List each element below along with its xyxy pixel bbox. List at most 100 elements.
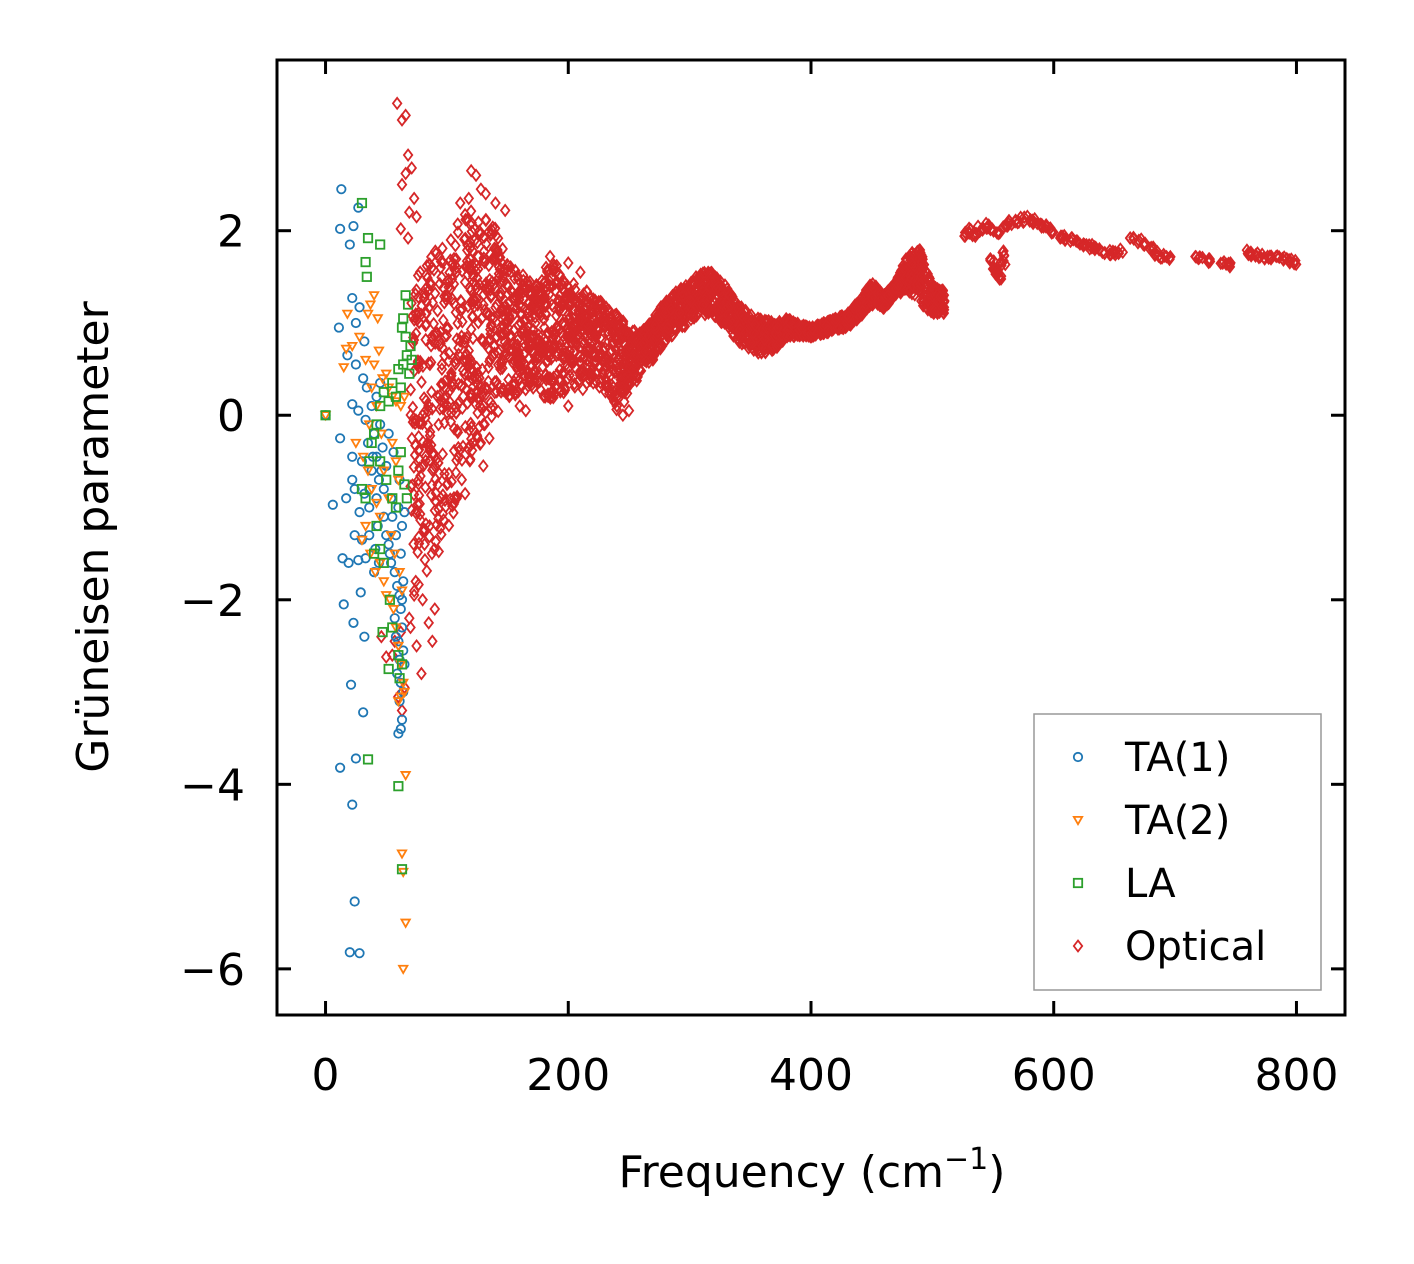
optical-point xyxy=(685,312,697,327)
optical-point xyxy=(612,336,624,351)
ta-2--point xyxy=(369,568,382,579)
optical-point xyxy=(469,256,481,270)
optical-point xyxy=(413,473,424,487)
optical-point xyxy=(530,295,542,310)
optical-point xyxy=(396,113,408,127)
ta-2--point xyxy=(398,688,411,699)
y-axis-label: Grüneisen parameter xyxy=(68,300,119,772)
optical-point xyxy=(480,186,492,201)
optical-point xyxy=(412,308,424,322)
optical-point xyxy=(455,303,466,318)
optical-point xyxy=(749,317,761,332)
optical-point xyxy=(408,584,420,599)
optical-point xyxy=(414,265,426,280)
optical-point xyxy=(439,493,451,508)
optical-point xyxy=(1046,224,1057,239)
optical-point xyxy=(923,270,935,284)
optical-point xyxy=(465,416,477,431)
optical-point xyxy=(422,418,434,433)
optical-point xyxy=(403,205,415,220)
optical-point xyxy=(510,371,522,386)
optical-point xyxy=(540,306,551,321)
ta-2--point xyxy=(376,374,389,385)
optical-point xyxy=(405,382,417,397)
ta-2--point xyxy=(359,521,372,532)
optical-point xyxy=(540,334,552,349)
y-tick-label: −2 xyxy=(180,576,245,627)
optical-point xyxy=(492,404,504,419)
optical-point xyxy=(490,374,502,389)
ta-1--point xyxy=(381,530,392,541)
optical-point xyxy=(480,282,491,297)
optical-point xyxy=(448,378,460,392)
optical-point xyxy=(467,331,479,346)
optical-point xyxy=(454,196,466,210)
optical-point xyxy=(593,339,605,354)
optical-point xyxy=(386,648,398,663)
ta-2--point xyxy=(380,369,392,380)
ta-2--point xyxy=(350,438,362,449)
optical-point xyxy=(1018,210,1030,225)
optical-point xyxy=(725,298,736,313)
la-point xyxy=(402,299,414,310)
optical-point xyxy=(468,293,480,308)
y-tick-label: 0 xyxy=(217,391,245,442)
optical-point xyxy=(469,233,480,248)
optical-point xyxy=(539,275,550,290)
optical-point xyxy=(551,258,563,273)
optical-point xyxy=(995,269,1007,284)
optical-point xyxy=(396,703,408,718)
optical-point xyxy=(463,191,475,206)
optical-point xyxy=(494,343,506,358)
optical-point xyxy=(531,283,542,298)
optical-point xyxy=(516,299,527,314)
ta-1--point xyxy=(364,502,375,513)
la-point xyxy=(320,410,331,421)
optical-point xyxy=(540,372,552,387)
optical-point xyxy=(459,486,471,501)
optical-point xyxy=(697,298,709,313)
optical-point xyxy=(396,177,408,192)
optical-point xyxy=(433,511,444,526)
optical-point xyxy=(427,295,439,310)
optical-point xyxy=(575,340,587,355)
optical-point xyxy=(531,337,543,351)
optical-point xyxy=(484,352,496,367)
optical-point xyxy=(430,452,442,467)
optical-point xyxy=(589,295,601,310)
ta-1--point xyxy=(341,493,352,504)
optical-point xyxy=(445,233,457,247)
la-point xyxy=(396,864,408,875)
optical-point xyxy=(641,354,652,369)
optical-point xyxy=(857,304,868,319)
optical-point xyxy=(420,282,431,297)
optical-point xyxy=(896,263,907,278)
optical-point xyxy=(429,503,441,518)
ta-1--point xyxy=(349,530,360,541)
ta-1--point xyxy=(378,483,389,495)
optical-point xyxy=(405,620,416,635)
optical-point xyxy=(410,438,421,453)
ta-2--point xyxy=(395,401,407,413)
optical-point xyxy=(490,300,501,315)
ta-2--point xyxy=(371,314,384,325)
optical-point xyxy=(601,375,612,390)
optical-point xyxy=(424,529,435,544)
ta-2--point xyxy=(365,485,378,496)
optical-point xyxy=(995,272,1007,286)
legend-entry: TA(1) xyxy=(1072,735,1230,781)
optical-point xyxy=(395,221,407,236)
optical-point xyxy=(403,611,415,626)
ta-1--point xyxy=(350,359,361,370)
optical-point xyxy=(627,324,639,339)
optical-point xyxy=(606,385,617,400)
optical-point xyxy=(600,341,611,356)
optical-point xyxy=(1290,257,1302,272)
optical-point xyxy=(464,453,476,468)
optical-point xyxy=(493,270,505,285)
ta-1--point xyxy=(395,723,406,735)
optical-point xyxy=(485,310,497,325)
optical-point xyxy=(439,466,450,481)
la-point xyxy=(396,659,408,670)
optical-point xyxy=(432,303,443,318)
